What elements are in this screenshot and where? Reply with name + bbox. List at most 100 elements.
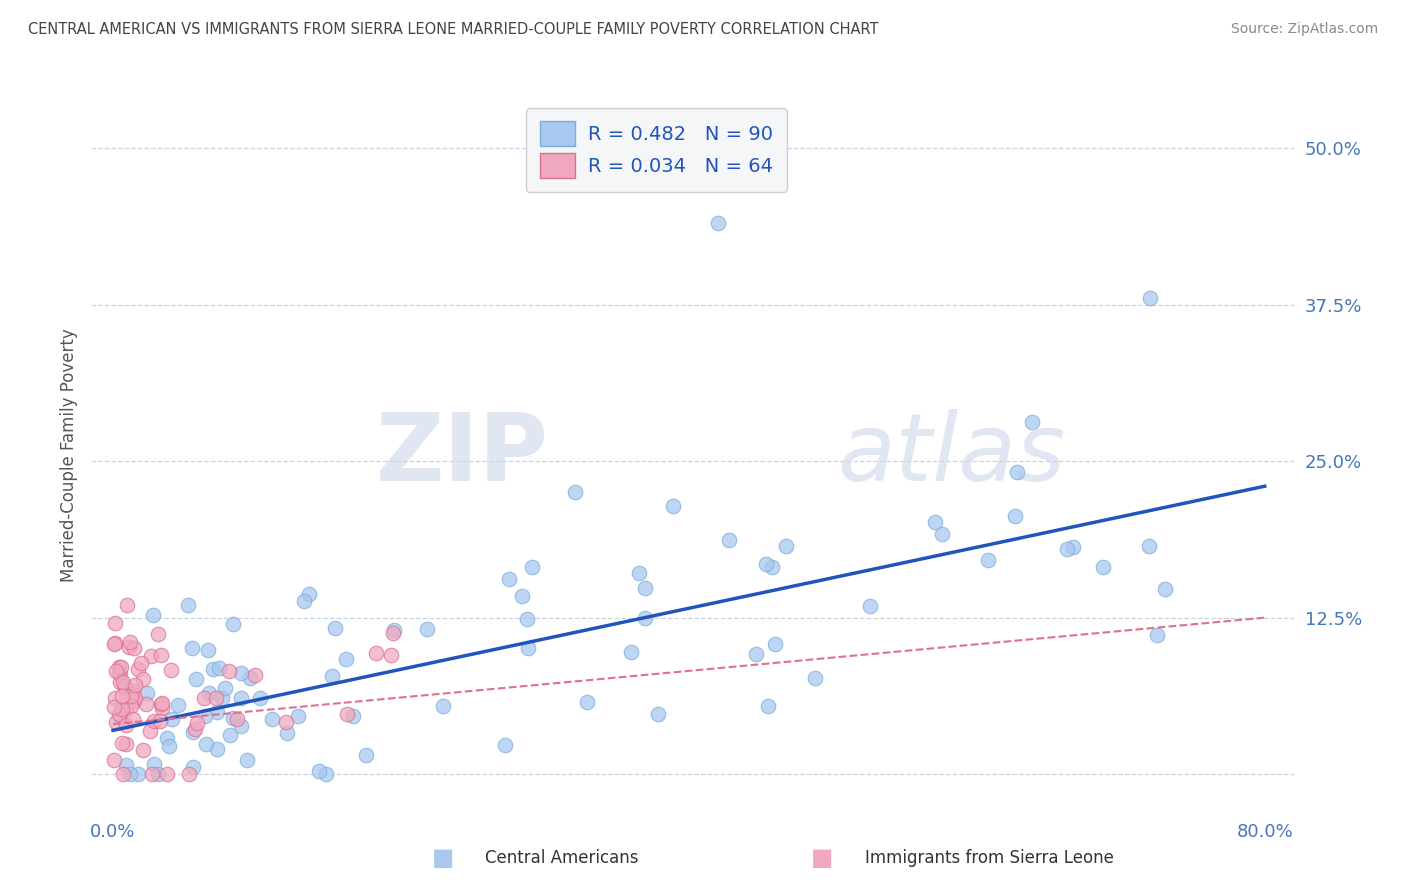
Point <box>124 641 146 656</box>
Point <box>1154 582 1177 596</box>
Point <box>498 572 520 586</box>
Point <box>108 667 131 681</box>
Point <box>1139 292 1161 306</box>
Point <box>156 731 179 745</box>
Point <box>315 767 337 781</box>
Point <box>156 767 179 781</box>
Point <box>564 485 586 500</box>
Point <box>160 712 183 726</box>
Point <box>382 623 405 637</box>
Point <box>108 660 131 674</box>
Point <box>159 663 181 677</box>
Point <box>117 640 139 655</box>
Point <box>627 566 650 581</box>
Point <box>520 560 543 574</box>
Point <box>103 638 125 652</box>
Point <box>416 623 439 637</box>
Point <box>516 612 538 626</box>
Point <box>803 671 825 685</box>
Point <box>1137 539 1160 553</box>
Text: Central Americans: Central Americans <box>485 849 638 867</box>
Point <box>287 709 309 723</box>
Point <box>193 691 215 706</box>
Point <box>110 659 132 673</box>
Point <box>292 594 315 608</box>
Point <box>131 656 153 670</box>
Point <box>110 689 132 703</box>
Point <box>114 679 136 693</box>
Point <box>141 767 163 781</box>
Point <box>706 216 728 230</box>
Point <box>380 648 402 662</box>
Point <box>150 648 173 663</box>
Point <box>1146 627 1168 641</box>
Point <box>745 648 768 662</box>
Point <box>229 719 252 733</box>
Point <box>197 643 219 657</box>
Point <box>249 691 271 706</box>
Point <box>1005 465 1028 479</box>
Point <box>239 671 262 685</box>
Point <box>121 712 143 726</box>
Point <box>142 607 165 622</box>
Point <box>647 707 669 722</box>
Point <box>136 685 159 699</box>
Point <box>1021 415 1043 429</box>
Point <box>146 627 169 641</box>
Point <box>245 667 267 681</box>
Point <box>510 589 533 603</box>
Point <box>105 714 128 729</box>
Point <box>576 695 599 709</box>
Point <box>181 759 204 773</box>
Point <box>321 669 343 683</box>
Point <box>276 725 298 739</box>
Point <box>1056 541 1078 556</box>
Point <box>761 559 783 574</box>
Text: ■: ■ <box>811 847 834 870</box>
Point <box>366 647 388 661</box>
Point <box>763 637 786 651</box>
Point <box>111 767 134 781</box>
Point <box>382 626 405 640</box>
Point <box>177 599 200 613</box>
Point <box>150 696 173 710</box>
Point <box>205 705 228 719</box>
Text: ■: ■ <box>432 847 454 870</box>
Point <box>124 694 146 708</box>
Legend: R = 0.482   N = 90, R = 0.034   N = 64: R = 0.482 N = 90, R = 0.034 N = 64 <box>526 108 787 192</box>
Point <box>108 707 131 722</box>
Point <box>115 702 138 716</box>
Text: CENTRAL AMERICAN VS IMMIGRANTS FROM SIERRA LEONE MARRIED-COUPLE FAMILY POVERTY C: CENTRAL AMERICAN VS IMMIGRANTS FROM SIER… <box>28 22 879 37</box>
Point <box>148 767 170 781</box>
Point <box>108 665 131 680</box>
Point <box>110 674 132 689</box>
Point <box>186 715 208 730</box>
Point <box>198 685 221 699</box>
Point <box>634 581 657 595</box>
Point <box>117 598 139 612</box>
Point <box>124 690 146 705</box>
Point <box>118 767 141 781</box>
Text: Source: ZipAtlas.com: Source: ZipAtlas.com <box>1230 22 1378 37</box>
Point <box>103 700 125 714</box>
Point <box>121 684 143 698</box>
Point <box>184 672 207 686</box>
Point <box>150 701 173 715</box>
Point <box>104 665 127 679</box>
Point <box>229 666 252 681</box>
Point <box>354 747 377 762</box>
Point <box>104 691 127 706</box>
Point <box>115 757 138 772</box>
Point <box>977 553 1000 567</box>
Point <box>127 662 149 676</box>
Point <box>124 678 146 692</box>
Point <box>494 738 516 752</box>
Point <box>143 756 166 771</box>
Point <box>103 754 125 768</box>
Point <box>225 712 247 726</box>
Point <box>205 742 228 756</box>
Point <box>167 698 190 713</box>
Point <box>517 641 540 656</box>
Point <box>114 738 136 752</box>
Point <box>139 648 162 663</box>
